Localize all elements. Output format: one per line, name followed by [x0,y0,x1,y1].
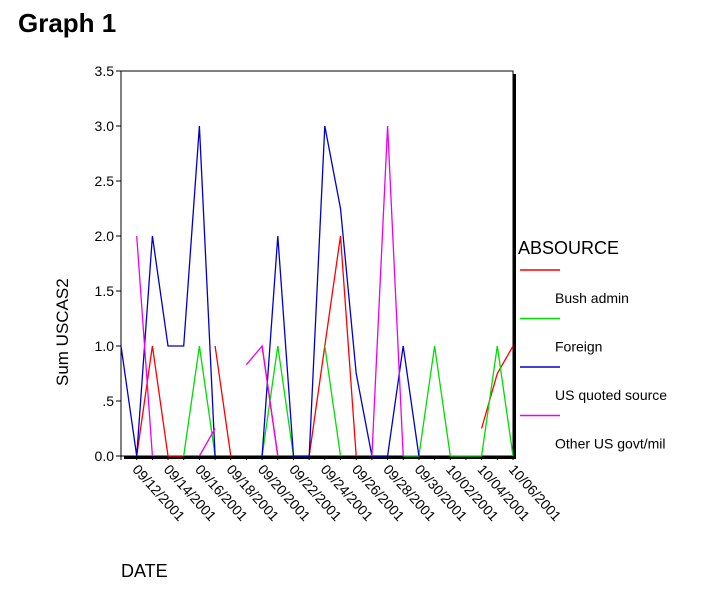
y-tick-label: 1.0 [95,338,115,354]
series-line [136,235,154,457]
series-line [403,345,514,457]
y-tick-label: .5 [102,393,114,409]
series-bush-admin [136,235,514,457]
series-line [261,125,420,457]
y-axis-title: Sum USCAS2 [53,278,72,386]
legend-label: Foreign [555,339,602,355]
legend-label: Other US govt/mil [555,436,665,452]
plot-area [120,70,514,457]
y-axis: 0.0 .5 1.0 1.5 2.0 2.5 3.0 3.5 [95,63,121,464]
x-axis-title: DATE [121,561,168,581]
series-line [261,345,295,457]
y-tick-label: 0.0 [95,448,115,464]
series-line [480,345,514,429]
series-other-us-govt-mil [136,125,404,457]
legend: ABSOURCE Bush admin Foreign US quoted sour… [518,238,667,452]
series-layer [120,125,514,457]
series-foreign [183,345,514,457]
legend-title: ABSOURCE [518,238,619,258]
page-title: Graph 1 [18,8,117,38]
y-tick-label: 2.0 [95,228,115,244]
series-line [214,345,232,457]
series-line [183,345,216,457]
series-line [136,345,184,457]
y-tick-label: 3.0 [95,118,115,134]
y-tick-label: 2.5 [95,173,115,189]
series-line [308,235,357,457]
series-line [120,125,216,457]
series-line [371,125,404,457]
y-tick-label: 3.5 [95,63,115,79]
series-us-quoted-source [120,125,420,457]
series-line [324,345,342,457]
y-tick-label: 1.5 [95,283,115,299]
legend-label: US quoted source [555,387,667,403]
x-axis: 09/12/200109/14/200109/16/200109/18/2001… [120,456,565,524]
legend-label: Bush admin [555,290,629,306]
series-line [245,344,279,457]
series-line [198,428,216,457]
